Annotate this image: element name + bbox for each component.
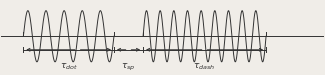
Text: $\tau_{sp}$: $\tau_{sp}$: [121, 62, 136, 73]
Text: $\tau_{dash}$: $\tau_{dash}$: [193, 62, 216, 72]
Text: $\tau_{dot}$: $\tau_{dot}$: [60, 62, 78, 72]
